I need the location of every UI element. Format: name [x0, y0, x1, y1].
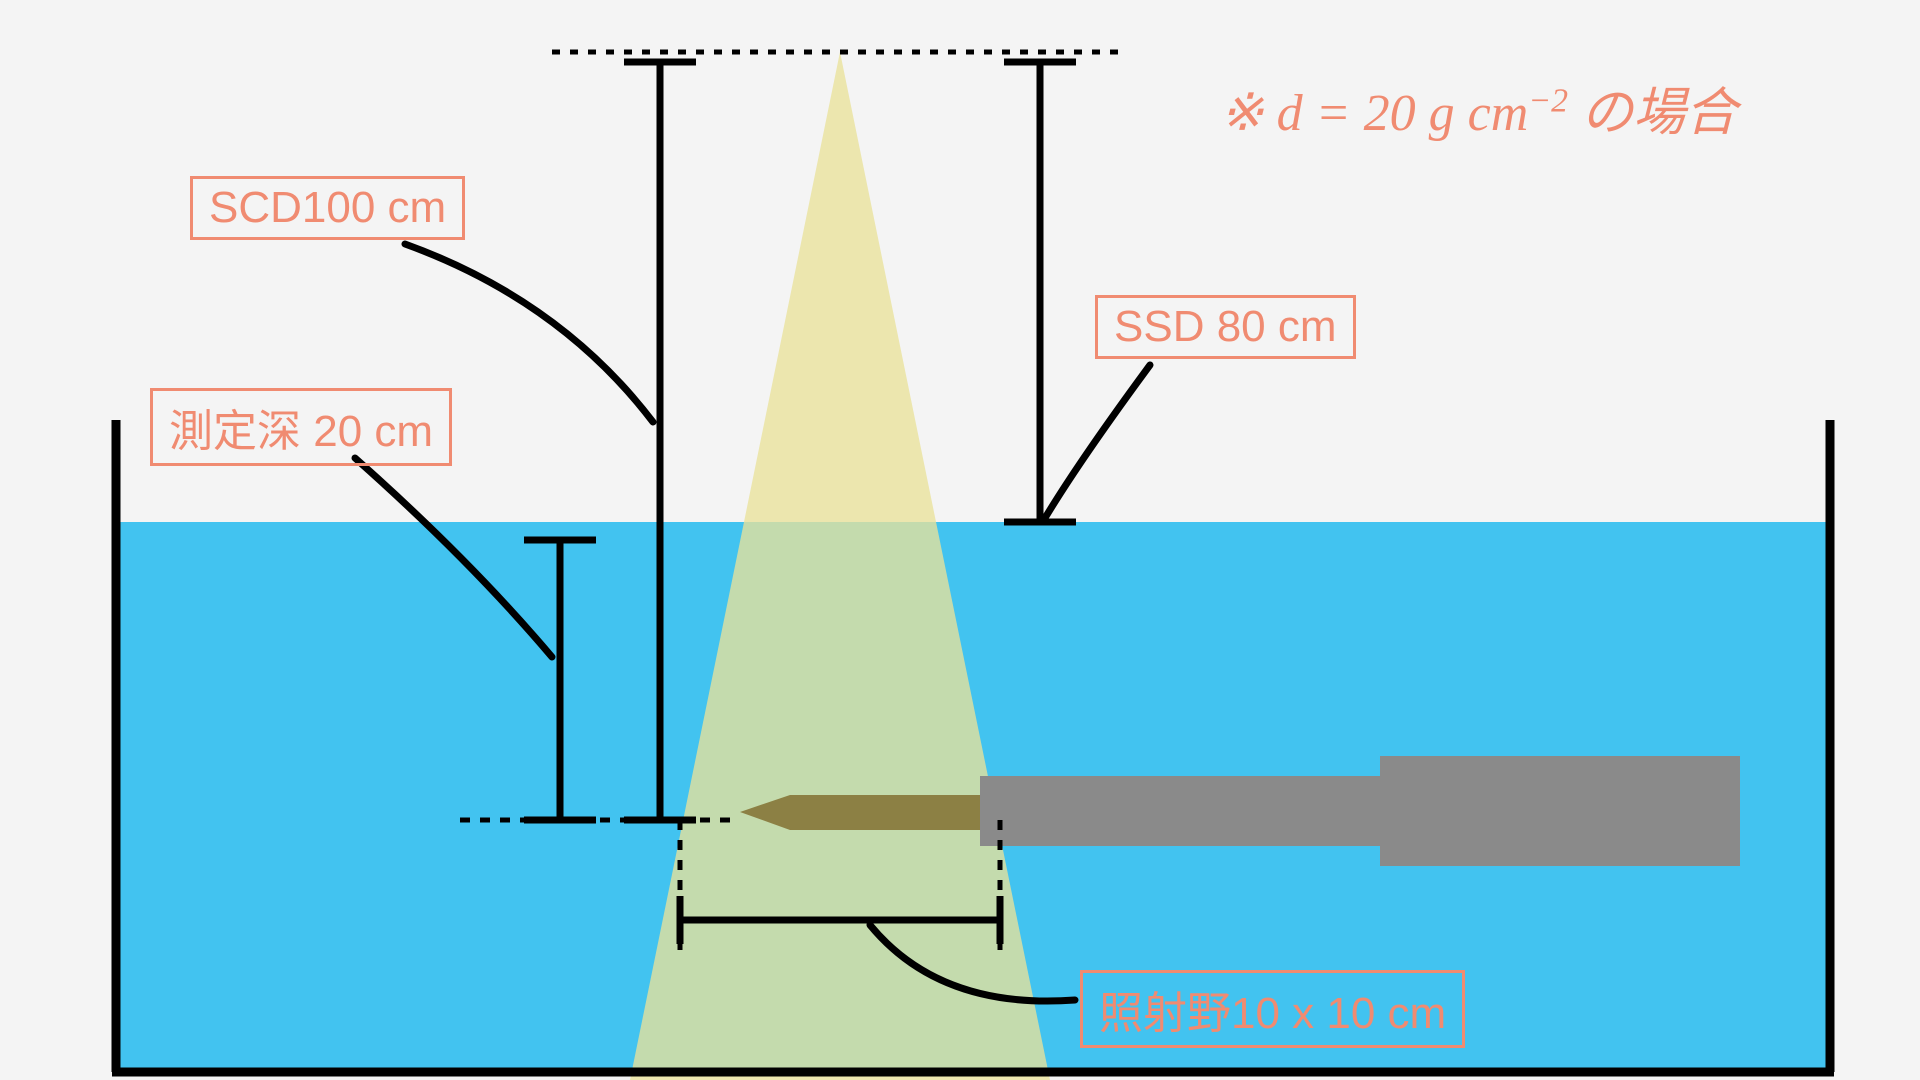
condition-note: ※ d = 20 g cm−2 の場合 — [1220, 70, 1737, 145]
note-prefix: ※ — [1220, 85, 1277, 142]
label-depth: 測定深 20 cm — [150, 388, 452, 466]
label-scd-text: SCD100 cm — [209, 183, 446, 232]
label-field: 照射野10 x 10 cm — [1080, 970, 1465, 1048]
label-field-text: 照射野10 x 10 cm — [1099, 989, 1446, 1038]
label-depth-text: 測定深 20 cm — [169, 407, 433, 456]
label-ssd: SSD 80 cm — [1095, 295, 1356, 359]
label-ssd-text: SSD 80 cm — [1114, 302, 1337, 351]
diagram-svg — [0, 0, 1920, 1080]
label-scd: SCD100 cm — [190, 176, 465, 240]
note-body: d = 20 g cm−2 の場合 — [1277, 85, 1737, 142]
